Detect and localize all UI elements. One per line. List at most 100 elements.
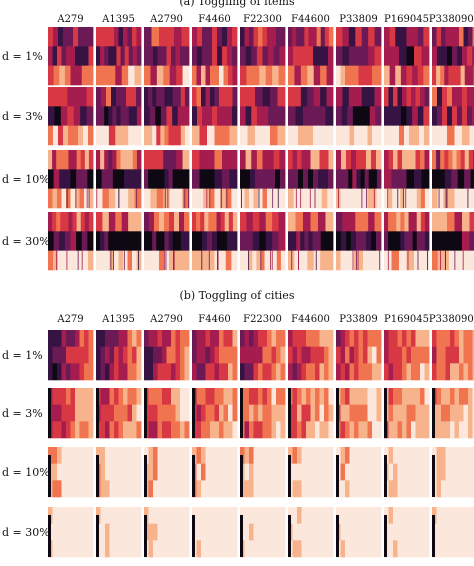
heatmap-stripe xyxy=(214,421,220,439)
heatmap-stripe xyxy=(354,480,359,498)
heatmap-stripe xyxy=(275,169,281,189)
heatmap-stripe xyxy=(70,330,76,347)
heatmap-stripe xyxy=(363,388,368,405)
heatmap-line xyxy=(241,188,242,208)
heatmap-stripe xyxy=(166,421,172,439)
heatmap-cell xyxy=(96,150,142,209)
heatmap-cell xyxy=(336,212,382,271)
heatmap-stripe xyxy=(324,463,329,481)
heatmap-stripe xyxy=(310,507,316,524)
heatmap-stripe xyxy=(75,540,80,558)
heatmap-line xyxy=(240,388,243,438)
heatmap-stripe xyxy=(416,188,422,209)
heatmap-stripe xyxy=(348,212,356,232)
heatmap-stripe xyxy=(197,188,204,209)
heatmap-stripe xyxy=(436,507,442,524)
heatmap-stripe xyxy=(392,188,397,209)
heatmap-stripe xyxy=(210,447,215,464)
heatmap-stripe xyxy=(424,212,430,232)
heatmap-stripe xyxy=(70,463,76,481)
heatmap-stripe xyxy=(459,404,464,422)
heatmap-stripe xyxy=(400,65,407,86)
heatmap-stripe xyxy=(384,188,389,209)
heatmap-stripe xyxy=(319,150,325,170)
heatmap-stripe xyxy=(328,363,334,381)
heatmap-stripe xyxy=(267,363,272,381)
heatmap-stripe xyxy=(363,540,368,558)
heatmap-stripe xyxy=(301,507,307,524)
heatmap-stripe xyxy=(408,212,414,232)
heatmap-stripe xyxy=(406,507,412,524)
heatmap-stripe xyxy=(313,250,321,271)
heatmap-stripe xyxy=(255,169,261,189)
heatmap-stripe xyxy=(472,150,474,170)
heatmap-stripe xyxy=(52,404,58,422)
heatmap-cell xyxy=(336,87,382,146)
heatmap-stripe xyxy=(102,212,110,232)
heatmap-stripe xyxy=(463,404,469,422)
heatmap-stripe xyxy=(228,388,233,405)
heatmap-line xyxy=(397,188,399,208)
heatmap-stripe xyxy=(96,346,101,364)
heatmap-stripe xyxy=(179,212,185,232)
heatmap-line xyxy=(336,455,339,497)
heatmap-stripe xyxy=(149,212,155,232)
heatmap-stripe xyxy=(180,46,185,66)
heatmap-stripe xyxy=(240,250,245,271)
heatmap-stripe xyxy=(340,125,346,146)
heatmap-stripe xyxy=(207,169,215,189)
heatmap-stripe xyxy=(262,388,268,405)
heatmap-line xyxy=(163,250,165,270)
heatmap-stripe xyxy=(420,507,425,524)
heatmap-stripe xyxy=(210,65,215,86)
heatmap-stripe xyxy=(264,250,270,271)
heatmap-stripe xyxy=(109,346,115,364)
heatmap-stripe xyxy=(336,346,341,364)
heatmap-stripe xyxy=(67,106,75,126)
panel-b-title: (b) Toggling of cities xyxy=(180,289,295,302)
heatmap-line xyxy=(288,455,291,497)
heatmap-stripe xyxy=(415,346,421,364)
heatmap-stripe xyxy=(363,421,368,439)
heatmap-line xyxy=(77,250,79,270)
heatmap-stripe xyxy=(411,480,416,498)
heatmap-stripe xyxy=(288,363,293,381)
heatmap-stripe xyxy=(336,231,342,251)
heatmap-stripe xyxy=(400,188,405,209)
heatmap-stripe xyxy=(118,480,124,498)
heatmap-stripe xyxy=(301,363,307,381)
heatmap-stripe xyxy=(107,169,114,189)
heatmap-stripe xyxy=(301,421,307,439)
heatmap-cell xyxy=(384,507,430,558)
heatmap-stripe xyxy=(296,27,301,47)
heatmap-stripe xyxy=(432,27,437,47)
heatmap-stripe xyxy=(432,330,437,347)
heatmap-stripe xyxy=(253,330,259,347)
heatmap-stripe xyxy=(420,346,425,364)
heatmap-stripe xyxy=(184,404,190,422)
heatmap-stripe xyxy=(100,523,106,541)
heatmap-stripe xyxy=(222,231,228,251)
heatmap-cell xyxy=(96,27,142,86)
heatmap-stripe xyxy=(61,346,67,364)
heatmap-stripe xyxy=(166,363,172,381)
heatmap-stripe xyxy=(175,404,181,422)
heatmap-stripe xyxy=(253,463,259,481)
heatmap-stripe xyxy=(376,330,382,347)
heatmap-stripe xyxy=(66,480,71,498)
heatmap-stripe xyxy=(436,330,442,347)
heatmap-stripe xyxy=(262,330,268,347)
heatmap-stripe xyxy=(459,480,464,498)
heatmap-stripe xyxy=(292,363,298,381)
heatmap-stripe xyxy=(293,169,299,189)
heatmap-stripe xyxy=(459,421,464,439)
heatmap-stripe xyxy=(436,447,442,464)
heatmap-stripe xyxy=(245,106,252,126)
heatmap-stripe xyxy=(84,346,89,364)
heatmap-stripe xyxy=(228,421,233,439)
heatmap-stripe xyxy=(336,65,341,86)
heatmap-stripe xyxy=(101,87,107,107)
heatmap-stripe xyxy=(280,421,286,439)
heatmap-stripe xyxy=(360,169,366,189)
heatmap-stripe xyxy=(70,480,76,498)
